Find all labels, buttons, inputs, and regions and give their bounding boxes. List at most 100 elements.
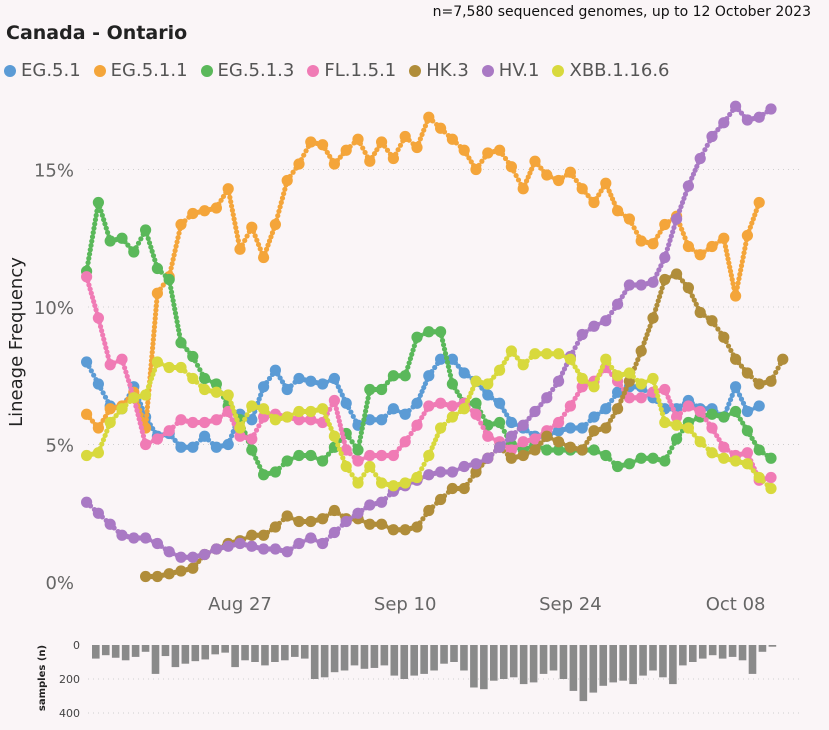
data-point[interactable] bbox=[682, 240, 695, 253]
data-point[interactable] bbox=[187, 372, 199, 385]
data-point[interactable] bbox=[706, 240, 718, 253]
data-point[interactable] bbox=[494, 416, 506, 429]
data-point[interactable] bbox=[458, 144, 470, 156]
data-point[interactable] bbox=[682, 180, 695, 192]
sample-bar[interactable] bbox=[131, 645, 140, 657]
data-point[interactable] bbox=[364, 414, 376, 426]
data-point[interactable] bbox=[163, 568, 175, 580]
data-point[interactable] bbox=[317, 403, 329, 415]
legend-item-fl-1-5-1[interactable]: FL.1.5.1 bbox=[307, 60, 396, 81]
data-point[interactable] bbox=[765, 452, 777, 464]
legend-item-eg-5-1-3[interactable]: EG.5.1.3 bbox=[200, 60, 294, 81]
data-point[interactable] bbox=[706, 422, 718, 434]
sample-bar[interactable] bbox=[340, 645, 349, 671]
data-point[interactable] bbox=[317, 378, 329, 390]
sample-bar[interactable] bbox=[748, 645, 757, 674]
data-point[interactable] bbox=[623, 392, 636, 404]
data-point[interactable] bbox=[706, 408, 718, 420]
data-point[interactable] bbox=[376, 136, 388, 148]
sample-bar[interactable] bbox=[221, 645, 229, 653]
data-point[interactable] bbox=[482, 430, 494, 442]
sample-bar[interactable] bbox=[698, 645, 707, 659]
data-point[interactable] bbox=[293, 158, 305, 170]
data-point[interactable] bbox=[187, 416, 199, 429]
data-point[interactable] bbox=[293, 405, 305, 418]
sample-bar[interactable] bbox=[519, 645, 528, 685]
data-point[interactable] bbox=[352, 444, 364, 456]
data-point[interactable] bbox=[730, 100, 742, 112]
data-point[interactable] bbox=[553, 348, 565, 360]
data-point[interactable] bbox=[175, 414, 187, 426]
data-point[interactable] bbox=[659, 218, 671, 231]
data-point[interactable] bbox=[694, 306, 706, 319]
data-point[interactable] bbox=[305, 136, 317, 148]
sample-bar[interactable] bbox=[629, 645, 637, 685]
data-point[interactable] bbox=[128, 392, 140, 404]
data-point[interactable] bbox=[175, 218, 187, 231]
data-point[interactable] bbox=[753, 196, 765, 209]
data-point[interactable] bbox=[163, 273, 175, 286]
sample-bar[interactable] bbox=[559, 645, 568, 679]
data-point[interactable] bbox=[387, 403, 399, 415]
data-point[interactable] bbox=[305, 449, 317, 462]
data-point[interactable] bbox=[269, 364, 281, 376]
data-point[interactable] bbox=[612, 205, 624, 217]
data-point[interactable] bbox=[741, 367, 754, 379]
data-point[interactable] bbox=[199, 372, 211, 385]
data-point[interactable] bbox=[541, 169, 553, 181]
sample-bar[interactable] bbox=[460, 645, 468, 671]
data-point[interactable] bbox=[671, 213, 683, 225]
data-point[interactable] bbox=[505, 345, 517, 357]
sample-bar[interactable] bbox=[231, 645, 239, 668]
data-point[interactable] bbox=[553, 174, 565, 187]
sample-bar[interactable] bbox=[390, 645, 399, 676]
data-point[interactable] bbox=[340, 460, 352, 473]
data-point[interactable] bbox=[246, 433, 258, 445]
data-point[interactable] bbox=[222, 438, 234, 451]
data-point[interactable] bbox=[494, 144, 506, 156]
data-point[interactable] bbox=[612, 370, 624, 382]
sample-bar[interactable] bbox=[330, 645, 339, 673]
data-point[interactable] bbox=[517, 449, 529, 462]
data-point[interactable] bbox=[104, 518, 116, 530]
legend-item-eg-5-1-1[interactable]: EG.5.1.1 bbox=[93, 60, 188, 81]
data-point[interactable] bbox=[340, 515, 352, 528]
data-point[interactable] bbox=[364, 518, 376, 530]
data-point[interactable] bbox=[529, 348, 541, 360]
data-point[interactable] bbox=[305, 414, 317, 426]
data-point[interactable] bbox=[612, 403, 624, 415]
sample-bar[interactable] bbox=[689, 645, 697, 662]
data-point[interactable] bbox=[435, 353, 447, 365]
data-point[interactable] bbox=[423, 111, 435, 123]
data-point[interactable] bbox=[564, 441, 577, 453]
data-point[interactable] bbox=[470, 408, 482, 420]
sample-bar[interactable] bbox=[191, 645, 200, 662]
data-point[interactable] bbox=[435, 466, 447, 478]
data-point[interactable] bbox=[659, 273, 671, 286]
data-point[interactable] bbox=[564, 422, 577, 434]
sample-bar[interactable] bbox=[101, 645, 110, 656]
sample-bar[interactable] bbox=[708, 645, 717, 656]
data-point[interactable] bbox=[446, 411, 458, 423]
data-point[interactable] bbox=[234, 243, 246, 255]
sample-bar[interactable] bbox=[261, 645, 269, 666]
data-point[interactable] bbox=[588, 425, 600, 437]
data-point[interactable] bbox=[199, 383, 211, 396]
data-point[interactable] bbox=[376, 449, 388, 462]
data-point[interactable] bbox=[564, 400, 577, 412]
data-point[interactable] bbox=[470, 375, 482, 387]
sample-bar[interactable] bbox=[549, 645, 558, 671]
data-point[interactable] bbox=[364, 499, 376, 511]
data-point[interactable] bbox=[175, 361, 187, 374]
data-point[interactable] bbox=[682, 422, 695, 434]
data-point[interactable] bbox=[199, 205, 211, 217]
sample-bar[interactable] bbox=[450, 645, 458, 662]
data-point[interactable] bbox=[352, 455, 364, 467]
data-point[interactable] bbox=[671, 419, 683, 431]
data-point[interactable] bbox=[458, 460, 470, 473]
data-point[interactable] bbox=[635, 452, 647, 464]
data-point[interactable] bbox=[718, 232, 730, 244]
data-point[interactable] bbox=[588, 444, 600, 456]
data-point[interactable] bbox=[494, 441, 506, 453]
data-point[interactable] bbox=[600, 422, 612, 434]
